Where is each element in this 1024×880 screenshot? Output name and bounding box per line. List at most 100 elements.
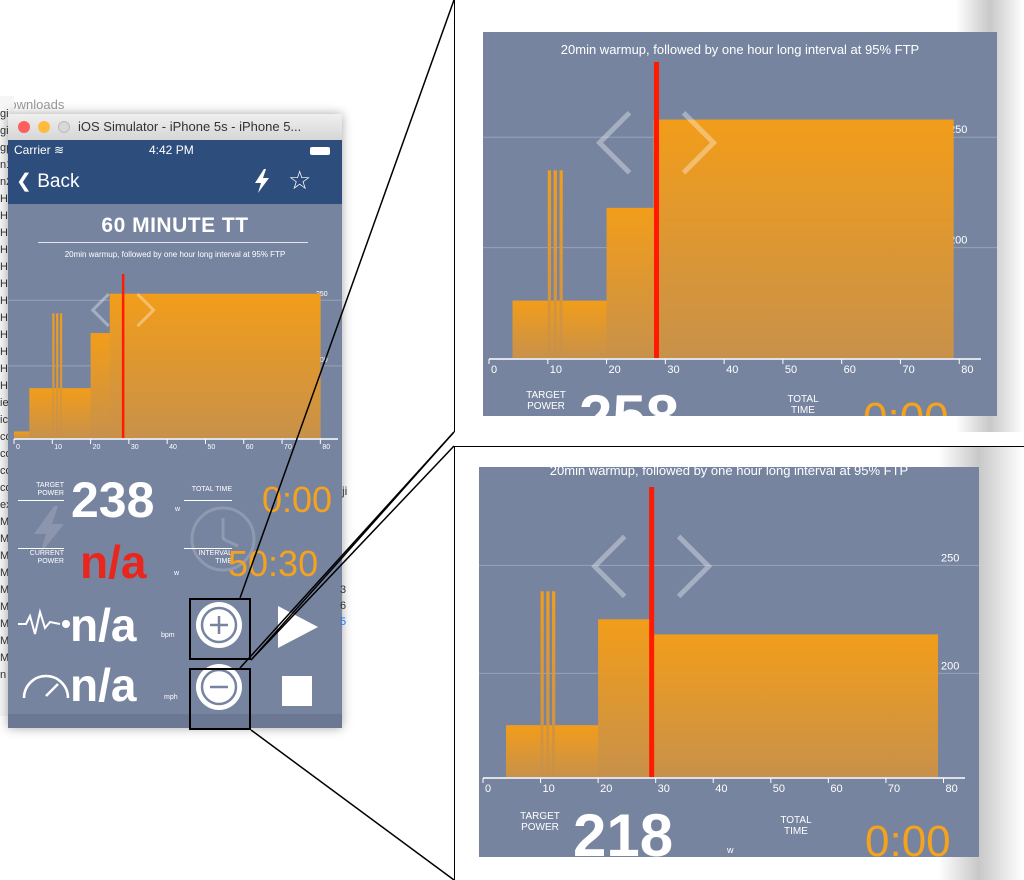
- wifi-icon: ≋: [54, 143, 65, 157]
- x-tick-label: 40: [726, 364, 738, 376]
- x-tick-label: 70: [888, 783, 900, 795]
- x-tick-label: 60: [844, 364, 856, 376]
- bottom-bar: [8, 714, 342, 728]
- profile-bar: [606, 207, 654, 358]
- speed-unit: mph: [164, 694, 178, 701]
- increase-button[interactable]: [196, 602, 242, 648]
- x-tick-label: 70: [902, 364, 914, 376]
- chevron-left-icon: [595, 110, 632, 175]
- x-tick-label: 60: [830, 783, 842, 795]
- zoom-bottom-target-power-unit: w: [727, 845, 734, 855]
- heart-rate-value: n/a: [70, 599, 137, 651]
- zoom-bottom-frame: 20min warmup, followed by one hour long …: [454, 446, 1024, 880]
- zoom-bottom-target-power-label: TARGET POWER: [520, 811, 560, 833]
- workout-description: 20min warmup, followed by one hour long …: [64, 250, 286, 259]
- carrier-label: Carrier ≋: [14, 143, 65, 157]
- window-title: iOS Simulator - iPhone 5s - iPhone 5...: [78, 119, 302, 134]
- total-time-label: TOTAL TIME: [191, 486, 232, 493]
- current-power-label: CURRENT POWER: [29, 550, 64, 565]
- title-underline: [38, 242, 308, 243]
- profile-bar: [547, 170, 552, 358]
- bg-sidebar-item: ex: [0, 499, 12, 511]
- x-tick-label: 50: [207, 444, 215, 451]
- x-tick-label: 40: [169, 444, 177, 451]
- play-button[interactable]: [274, 604, 322, 650]
- y-tick-label: 250: [316, 291, 328, 298]
- battery-icon: [310, 147, 330, 155]
- zoom-bottom-description: 20min warmup, followed by one hour long …: [549, 467, 909, 478]
- lightning-icon[interactable]: [252, 168, 272, 194]
- x-tick-label: 50: [785, 364, 797, 376]
- x-tick-label: 0: [491, 364, 497, 376]
- profile-bar: [559, 170, 563, 358]
- y-tick-label: 250: [941, 552, 959, 564]
- navigation-bar: Carrier ≋ 4:42 PM ❮ Back ☆: [8, 140, 342, 204]
- profile-bar: [58, 388, 61, 438]
- bg-sidebar-item: gi: [0, 125, 9, 137]
- profile-bar: [562, 300, 607, 358]
- workout-screen: 60 MINUTE TT 20min warmup, followed by o…: [8, 204, 342, 728]
- y-tick-label: 200: [941, 660, 959, 672]
- divider: [18, 548, 64, 549]
- profile-bar: [29, 388, 53, 438]
- bg-sidebar-item: co: [0, 482, 12, 494]
- x-tick-label: 30: [667, 364, 679, 376]
- divider: [184, 500, 232, 501]
- target-power-label: TARGET POWER: [36, 482, 64, 497]
- x-tick-label: 80: [945, 783, 957, 795]
- y-tick-label: 200: [316, 357, 328, 364]
- plus-icon: [200, 606, 238, 644]
- stop-button[interactable]: [282, 676, 312, 706]
- x-tick-label: 10: [543, 783, 555, 795]
- x-tick-label: 0: [485, 783, 491, 795]
- back-button[interactable]: ❮ Back: [16, 171, 80, 192]
- decrease-button[interactable]: [196, 664, 242, 710]
- zoom-top-target-power-label: TARGET POWER: [526, 390, 566, 412]
- lightning-watermark-icon: [34, 506, 64, 554]
- target-power-value: 238: [71, 472, 155, 528]
- bg-sidebar-item: gi: [0, 108, 9, 120]
- close-window-button[interactable]: [18, 121, 30, 133]
- zoom-top-total-time-label: TOTAL TIME: [787, 394, 819, 416]
- bg-sidebar-item: co: [0, 448, 12, 460]
- profile-bar: [549, 725, 553, 777]
- bg-sidebar-item: ic: [0, 414, 8, 426]
- clock-watermark-icon: [190, 506, 256, 572]
- bg-glyph: 3: [340, 584, 347, 596]
- profile-bar: [512, 300, 549, 358]
- profile-bar: [540, 591, 544, 777]
- chevron-left-icon: ❮: [16, 171, 32, 192]
- zoom-top-total-time-value: 0:00: [863, 394, 949, 416]
- x-tick-label: 30: [131, 444, 139, 451]
- profile-bar: [598, 619, 651, 777]
- x-tick-label: 20: [93, 444, 101, 451]
- plus-highlight-box: [189, 598, 251, 660]
- bg-sidebar-item: M: [0, 533, 10, 545]
- clock-label: 4:42 PM: [149, 143, 194, 157]
- bg-sidebar-item: M: [0, 618, 10, 630]
- target-power-unit: w: [175, 506, 181, 513]
- bg-sidebar-item: M: [0, 601, 10, 613]
- downloads-label: Downloads: [0, 97, 65, 112]
- zoom-window-button[interactable]: [58, 121, 70, 133]
- divider: [184, 548, 232, 549]
- zoom-top-frame: 20min warmup, followed by one hour long …: [454, 0, 1024, 432]
- zoom-top-description: 20min warmup, followed by one hour long …: [560, 42, 920, 57]
- x-tick-label: 60: [246, 444, 254, 451]
- zoom-bottom-panel: 20min warmup, followed by one hour long …: [479, 467, 979, 857]
- bg-sidebar-item: co: [0, 465, 12, 477]
- interval-time-value: 50:30: [228, 543, 319, 584]
- bg-glyph: 6: [340, 600, 347, 612]
- chevron-left-icon: [90, 293, 110, 328]
- star-favorite-icon[interactable]: ☆: [288, 165, 312, 195]
- profile-bar: [52, 313, 55, 438]
- speedometer-icon: [22, 674, 70, 699]
- speed-value: n/a: [70, 659, 137, 711]
- current-power-unit: w: [174, 570, 180, 577]
- bg-sidebar-item: ie: [0, 397, 9, 409]
- x-tick-label: 20: [609, 364, 621, 376]
- minimize-window-button[interactable]: [38, 121, 50, 133]
- bg-glyph: ji: [342, 484, 348, 498]
- workout-profile-chart[interactable]: 200 250 0 10 20 30 40 50 60 70 80: [8, 274, 342, 472]
- divider: [18, 500, 64, 501]
